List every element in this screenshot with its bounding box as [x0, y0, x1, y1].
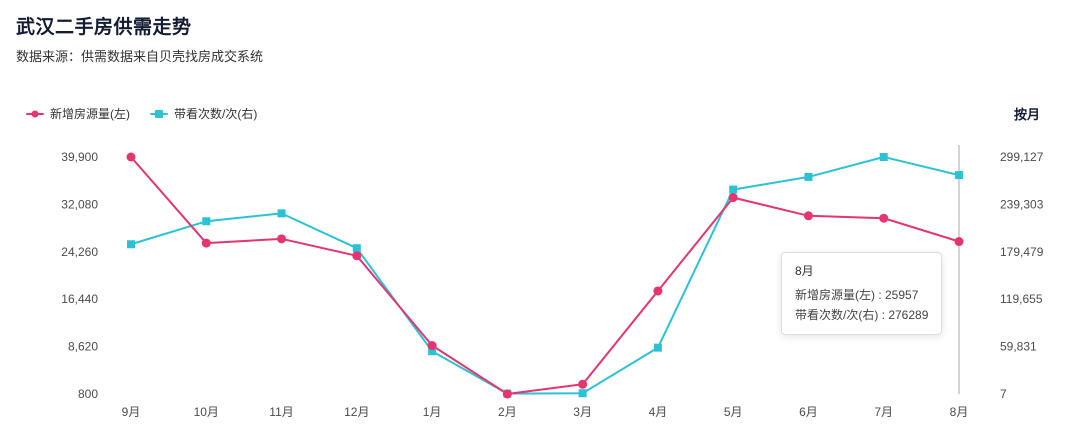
right-axis-tick: 59,831: [1000, 340, 1037, 354]
data-point[interactable]: [428, 347, 437, 356]
chart-tooltip: 8月 新增房源量(左) : 25957 带看次数/次(右) : 276289: [781, 252, 943, 335]
series-line: [130, 156, 960, 395]
square-marker-icon: [155, 109, 163, 118]
x-axis-category: 4月: [649, 405, 668, 419]
legend-label: 带看次数/次(右): [174, 107, 258, 121]
legend-row: 新增房源量(左) 带看次数/次(右) 按月: [26, 104, 1040, 123]
right-axis-tick: 179,479: [1000, 245, 1044, 259]
data-point[interactable]: [127, 240, 135, 249]
dot-marker-icon: [31, 110, 39, 117]
data-point[interactable]: [578, 389, 587, 398]
data-source-note: 数据来源：供需数据来自贝壳找房成交系统: [16, 49, 264, 64]
x-axis-category: 9月: [122, 405, 141, 419]
left-axis-tick: 16,440: [61, 292, 98, 306]
series-line: [130, 156, 960, 395]
data-point[interactable]: [578, 379, 588, 389]
legend-item-viewings[interactable]: 带看次数/次(右): [150, 105, 257, 122]
left-axis-tick: 39,900: [61, 150, 98, 164]
legend-label: 新增房源量(左): [50, 107, 130, 121]
x-axis-category: 11月: [269, 405, 293, 419]
x-axis-category: 6月: [799, 405, 818, 419]
x-axis-category: 2月: [498, 405, 517, 419]
x-axis-category: 10月: [194, 405, 219, 419]
right-axis-tick: 299,127: [1000, 150, 1044, 164]
x-axis-category: 8月: [950, 405, 969, 419]
data-point[interactable]: [352, 251, 362, 261]
data-point[interactable]: [126, 152, 136, 162]
right-axis-tick: 119,655: [1000, 292, 1043, 306]
left-axis-tick: 8,620: [68, 340, 98, 354]
data-point[interactable]: [352, 244, 361, 253]
x-axis-category: 3月: [573, 405, 592, 419]
data-point[interactable]: [955, 171, 963, 180]
data-point[interactable]: [803, 211, 813, 221]
legend-item-new-listings[interactable]: 新增房源量(左): [26, 105, 130, 122]
x-axis-category: 1月: [423, 405, 442, 419]
right-axis-tick: 7: [1000, 387, 1007, 401]
data-point[interactable]: [277, 234, 287, 244]
data-point[interactable]: [729, 185, 738, 194]
line-dot-marker-icon: [26, 110, 44, 117]
data-point[interactable]: [502, 389, 512, 399]
tooltip-line-viewings: 带看次数/次(右) : 276289: [795, 308, 929, 322]
data-point[interactable]: [804, 172, 813, 181]
data-point[interactable]: [201, 238, 211, 248]
x-axis-category: 12月: [344, 405, 369, 419]
right-axis-tick: 239,303: [1000, 197, 1044, 211]
tooltip-line-new-listings: 新增房源量(左) : 25957: [795, 288, 919, 302]
data-point[interactable]: [879, 153, 888, 161]
left-axis-tick: 32,080: [61, 197, 98, 211]
tooltip-title: 8月: [795, 264, 814, 278]
left-axis-tick: 800: [78, 387, 98, 401]
data-point[interactable]: [202, 217, 211, 226]
page-title: 武汉二手房供需走势: [16, 17, 192, 38]
x-axis-category: 7月: [874, 405, 893, 419]
data-point[interactable]: [653, 286, 663, 296]
data-point[interactable]: [427, 341, 437, 351]
x-axis-category: 5月: [724, 405, 743, 419]
data-point[interactable]: [653, 343, 662, 352]
left-axis-tick: 24,260: [61, 245, 98, 259]
data-point[interactable]: [954, 237, 964, 247]
data-point[interactable]: [728, 193, 738, 203]
data-point[interactable]: [277, 209, 286, 218]
data-point[interactable]: [879, 213, 889, 223]
line-square-marker-icon: [150, 109, 168, 118]
period-label: 按月: [1013, 107, 1040, 122]
